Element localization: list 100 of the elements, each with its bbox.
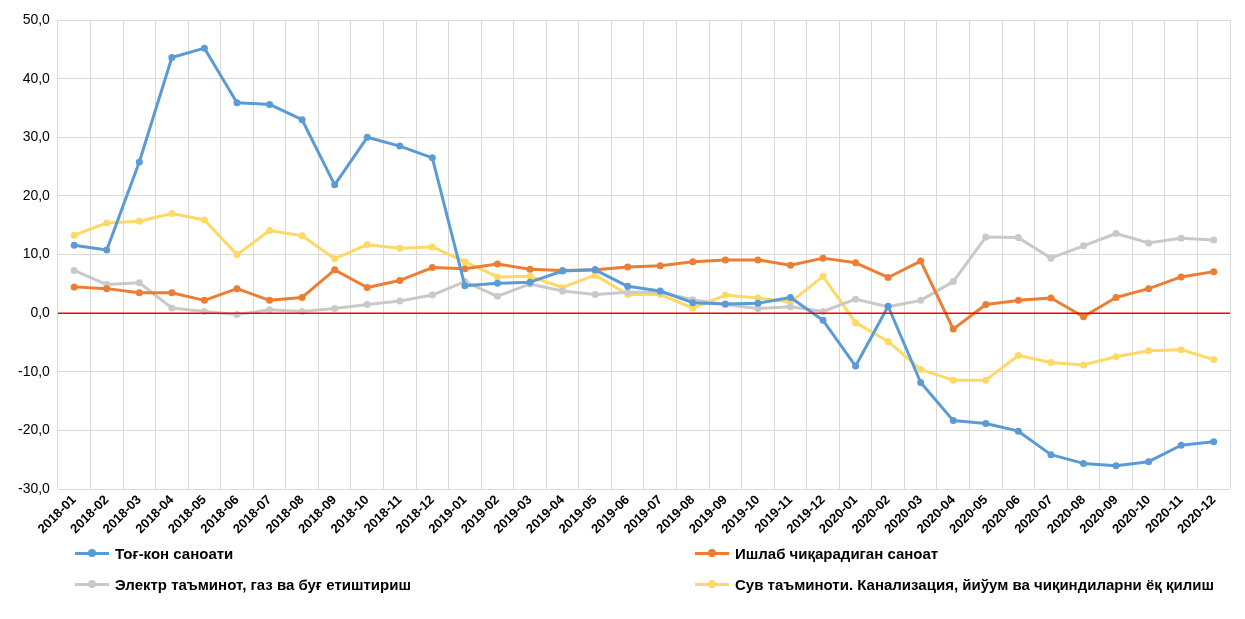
point — [200, 216, 208, 224]
point — [493, 279, 501, 287]
point — [1177, 234, 1185, 242]
point — [1210, 438, 1218, 446]
point — [363, 300, 371, 308]
y-tick-label: 20,0 — [22, 186, 51, 203]
point — [819, 316, 827, 324]
point — [1210, 356, 1218, 364]
point — [819, 254, 827, 262]
y-tick-label: 30,0 — [22, 128, 51, 145]
point — [135, 289, 143, 297]
point — [168, 304, 176, 312]
point — [1079, 361, 1087, 369]
point — [363, 133, 371, 141]
point — [1145, 347, 1153, 355]
point — [428, 291, 436, 299]
point — [200, 296, 208, 304]
point — [1145, 239, 1153, 247]
point — [135, 158, 143, 166]
point — [1047, 359, 1055, 367]
point — [396, 297, 404, 305]
point — [233, 251, 241, 259]
point — [266, 227, 274, 235]
point — [396, 244, 404, 252]
point — [331, 305, 339, 313]
point — [103, 219, 111, 227]
point — [786, 293, 794, 301]
point — [819, 272, 827, 280]
point — [949, 376, 957, 384]
point — [233, 285, 241, 293]
point — [624, 282, 632, 290]
point — [721, 256, 729, 264]
point — [1079, 313, 1087, 321]
legend-label: Ишлаб чиқарадиган саноат — [735, 545, 939, 562]
point — [135, 279, 143, 287]
point — [298, 293, 306, 301]
y-tick-label: -10,0 — [17, 362, 51, 379]
point — [852, 259, 860, 267]
point — [1079, 459, 1087, 467]
point — [70, 266, 78, 274]
point — [754, 256, 762, 264]
point — [266, 296, 274, 304]
legend-label: Электр таъминот, газ ва буғ етиштириш — [115, 576, 411, 593]
legend-label: Сув таъминоти. Канализация, йиўум ва чиқиндиларни ёқ қилиш — [735, 576, 1214, 593]
point — [135, 217, 143, 225]
point — [591, 291, 599, 298]
y-tick-label: 40,0 — [22, 69, 51, 86]
y-tick-label: -20,0 — [17, 421, 51, 438]
point — [786, 261, 794, 269]
point — [103, 285, 111, 293]
point — [298, 232, 306, 240]
point — [852, 362, 860, 370]
point — [396, 142, 404, 150]
point — [1177, 346, 1185, 354]
point — [982, 420, 990, 428]
point — [754, 299, 762, 307]
point — [884, 273, 892, 281]
point — [689, 258, 697, 266]
point — [70, 241, 78, 249]
point — [917, 378, 925, 386]
point — [1014, 296, 1022, 304]
legend-label: Тоғ-кон саноати — [115, 545, 234, 562]
y-tick-label: 50,0 — [22, 10, 51, 27]
point — [1112, 353, 1120, 361]
point — [656, 262, 664, 270]
point — [493, 260, 501, 268]
point — [1112, 462, 1120, 470]
point — [917, 366, 925, 374]
point — [852, 319, 860, 327]
point — [1145, 458, 1153, 466]
point — [331, 266, 339, 274]
point — [428, 154, 436, 162]
point — [363, 283, 371, 291]
y-tick-label: -30,0 — [17, 480, 51, 497]
point — [363, 241, 371, 249]
point — [949, 278, 957, 286]
point — [1210, 236, 1218, 244]
point — [982, 376, 990, 384]
point — [200, 44, 208, 52]
point — [1079, 242, 1087, 250]
point — [298, 116, 306, 124]
point — [1047, 451, 1055, 459]
point — [917, 257, 925, 265]
point — [266, 306, 274, 314]
y-tick-label: 10,0 — [22, 245, 51, 262]
point — [1177, 273, 1185, 281]
point — [1112, 293, 1120, 301]
point — [1047, 254, 1055, 262]
point — [168, 210, 176, 218]
point — [1047, 294, 1055, 302]
point — [493, 273, 501, 281]
point — [428, 243, 436, 251]
point — [917, 296, 925, 304]
point — [1014, 352, 1022, 359]
y-tick-label: 0,0 — [30, 304, 51, 321]
point — [884, 337, 892, 345]
point — [233, 99, 241, 107]
point — [266, 100, 274, 108]
point — [1014, 234, 1022, 242]
point — [852, 295, 860, 303]
